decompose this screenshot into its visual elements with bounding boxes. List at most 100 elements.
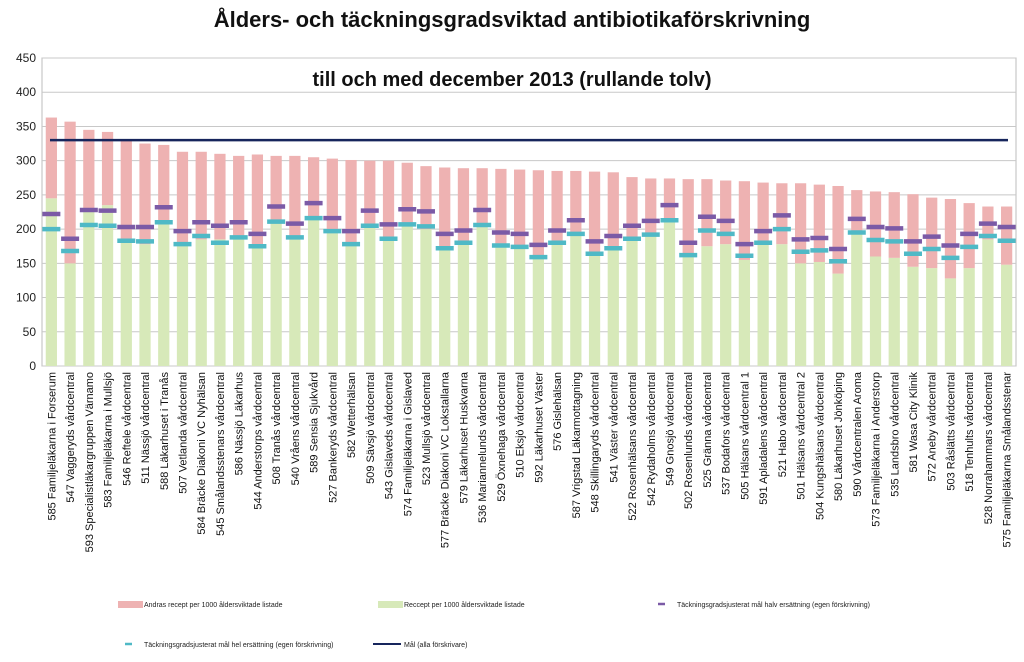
bar-own-prescriptions [682,255,694,366]
bar-own-prescriptions [401,225,413,366]
bar-own-prescriptions [738,259,751,366]
bar-others-prescriptions [364,160,376,228]
legend-label: Andras recept per 1000 åldersviktade lis… [144,601,283,609]
bar-own-prescriptions [663,222,676,366]
x-tick-label: 542 Rydaholms vårdcentral [646,372,658,506]
y-tick-label: 50 [23,325,37,339]
x-tick-label: 527 Bankeryds vårdcentral [327,372,339,503]
x-tick-label: 521 Habo vårdcentral [777,372,789,477]
bar-own-prescriptions [214,239,226,366]
y-tick-label: 450 [16,51,36,65]
x-tick-label: 591 Apladalens vårdcentral [758,372,770,505]
bar-others-prescriptions [926,197,938,269]
bar-others-prescriptions [195,151,207,240]
bar-own-prescriptions [307,218,320,366]
bar-others-prescriptions [607,172,619,249]
bar-others-prescriptions [45,117,57,199]
bar-own-prescriptions [701,246,713,366]
bar-own-prescriptions [551,240,563,366]
x-tick-label: 504 Kungshälsans vårdcentral [814,372,826,520]
bar-others-prescriptions [476,168,488,228]
y-tick-label: 400 [16,85,36,99]
bar-own-prescriptions [45,198,57,366]
bar-others-prescriptions [645,178,657,236]
bar-others-prescriptions [1001,206,1013,265]
bar-own-prescriptions [495,246,507,366]
bar-others-prescriptions [289,155,301,240]
x-tick-label: 544 Anderstorps vårdcentral [252,372,264,510]
x-tick-label: 511 Nässjö vårdcentral [140,372,152,484]
bar-own-prescriptions [832,273,844,366]
bar-others-prescriptions [64,121,76,264]
bar-others-prescriptions [720,180,732,245]
x-tick-label: 505 Hälsans vårdcentral 1 [739,372,751,500]
x-tick-label: 510 Eksjö vårdcentral [515,372,527,478]
x-tick-label: 525 Gränna vårdcentral [702,372,714,488]
x-tick-label: 507 Vetlanda vårdcentral [177,372,189,494]
bar-others-prescriptions [588,171,601,255]
legend-label: Täckningsgradsjusterat mål halv ersättni… [677,601,870,609]
y-tick-label: 250 [16,188,36,202]
bar-others-prescriptions [158,144,170,223]
chart-title: Ålders- och täckningsgradsviktad antibio… [214,6,811,32]
bar-own-prescriptions [345,242,357,366]
x-tick-label: 580 Läkarhuset Jönköping [833,372,845,501]
bar-own-prescriptions [476,227,488,366]
x-tick-label: 522 Rosenhälsans vårdcentral [627,372,639,521]
legend: Andras recept per 1000 åldersviktade lis… [118,601,870,649]
x-tick-label: 585 Familjeläkarna i Forserum [46,372,58,521]
bar-others-prescriptions [813,184,825,262]
x-tick-label: 535 Landsbro vårdcentral [889,372,901,497]
bar-own-prescriptions [588,254,601,366]
bar-own-prescriptions [251,246,264,366]
bar-others-prescriptions [738,181,751,260]
x-tick-label: 581 Wasa City Klinik [908,372,920,473]
x-tick-label: 582 Wetterhälsan [346,372,358,458]
bar-own-prescriptions [776,244,788,366]
bar-own-prescriptions [514,248,526,366]
y-tick-label: 0 [29,359,36,373]
bar-others-prescriptions [345,159,357,243]
bar-own-prescriptions [794,263,807,366]
bar-own-prescriptions [982,239,994,366]
bar-own-prescriptions [626,237,638,366]
bar-own-prescriptions [963,268,975,366]
bar-others-prescriptions [944,198,957,279]
plot-area: 0 50 100 150 200 250 300 350 400 450 till och med … [16,51,1017,552]
bar-others-prescriptions [420,166,432,230]
bar-own-prescriptions [1001,264,1013,366]
y-tick-label: 300 [16,154,36,168]
bar-own-prescriptions [420,229,432,366]
bar-own-prescriptions [120,239,132,366]
bar-own-prescriptions [64,263,76,366]
legend-label: Reccept per 1000 åldersviktade listade [404,601,525,609]
bar-others-prescriptions [176,151,189,245]
bar-own-prescriptions [869,256,882,366]
x-tick-label: 576 Gislehälsan [552,372,564,451]
bar-own-prescriptions [907,266,919,366]
bar-own-prescriptions [364,227,376,366]
bar-own-prescriptions [532,256,544,366]
bar-others-prescriptions [532,170,544,257]
y-tick-label: 200 [16,222,36,236]
x-tick-label: 518 Tenhults vårdcentral [964,372,976,492]
x-tick-label: 574 Familjeläkarna i Gislaved [402,372,414,516]
y-tick-label: 150 [16,256,36,270]
x-tick-label: 575 Familjeläkarna Smålandsstenar [1002,372,1014,548]
legend-label: Täckningsgradsjusterat mål hel ersättnin… [144,641,333,649]
bar-own-prescriptions [944,278,957,366]
x-tick-label: 545 Smålandsstenars vårdcentral [215,372,227,536]
bar-own-prescriptions [570,235,582,366]
bar-others-prescriptions [83,129,95,212]
x-tick-label: 590 Vårdcentralen Aroma [852,371,864,497]
bar-others-prescriptions [307,157,320,219]
legend-swatch [378,601,403,608]
x-tick-label: 543 Gislaveds vårdcentral [384,372,396,499]
x-tick-label: 541 Väster vårdcentral [608,372,620,483]
bar-own-prescriptions [888,257,900,366]
bar-own-prescriptions [926,268,938,366]
bar-others-prescriptions [251,154,264,247]
x-tick-label: 536 Mariannelunds vårdcentral [477,372,489,523]
bar-own-prescriptions [176,244,189,366]
